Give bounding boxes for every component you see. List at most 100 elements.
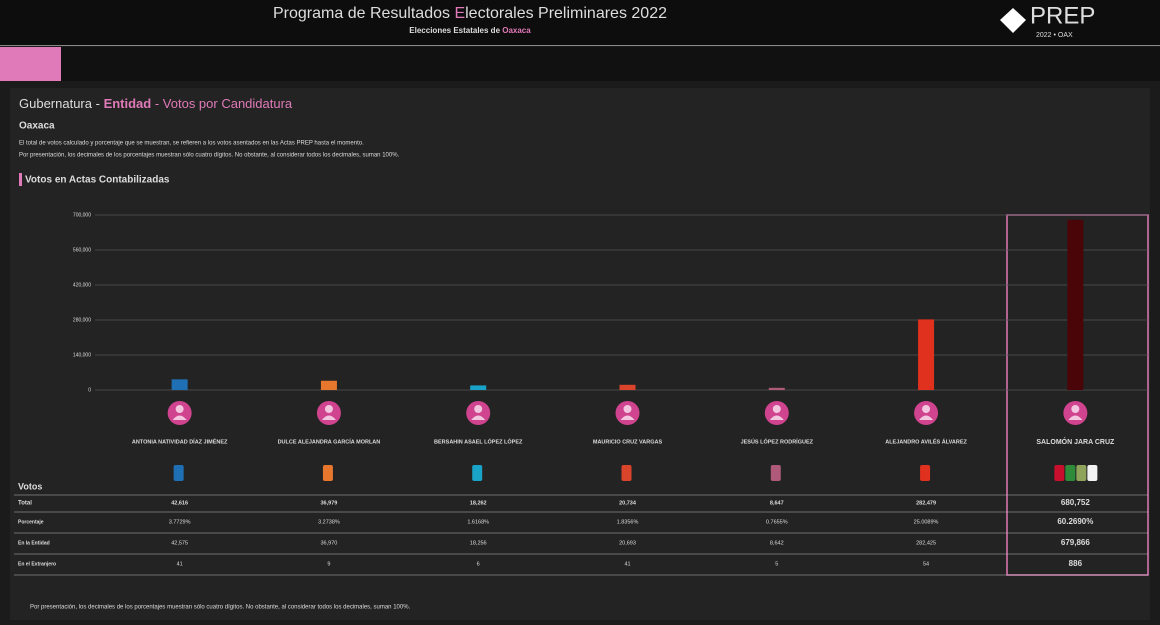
y-tick-label: 140,000 xyxy=(73,352,91,358)
logo-sub: 2022 • OAX xyxy=(1036,32,1073,39)
avatar-head xyxy=(324,405,333,413)
candidate-name: ALEJANDRO AVILÉS ÁLVAREZ xyxy=(885,437,967,445)
bar xyxy=(470,385,487,390)
header-title: Programa de Resultados Electorales Preli… xyxy=(273,5,667,22)
table-cell: 282,425 xyxy=(916,540,936,546)
avatar-head xyxy=(474,405,483,413)
table-cell: 60.2690% xyxy=(1057,517,1093,526)
crumb: Votos por Candidatura xyxy=(163,96,293,111)
row-label: En la Entidad xyxy=(18,540,50,546)
total-votes: 36,979 xyxy=(321,500,338,506)
candidate-name: JESÚS LÓPEZ RODRÍGUEZ xyxy=(741,437,814,445)
logo-icon xyxy=(1000,8,1026,33)
bar xyxy=(320,380,337,390)
note: El total de votos calculado y porcentaje… xyxy=(19,141,364,147)
table-cell: 679,866 xyxy=(1061,538,1090,547)
total-votes: 42,616 xyxy=(171,500,188,506)
title-part: E xyxy=(454,5,465,22)
avatar-head xyxy=(175,405,184,413)
crumb[interactable]: Gubernatura xyxy=(19,96,93,111)
breadcrumb: Gubernatura - Entidad - Votos por Candid… xyxy=(19,96,293,111)
avatar-body xyxy=(919,415,934,420)
candidate-name: MAURICIO CRUZ VARGAS xyxy=(593,439,663,445)
y-tick-label: 280,000 xyxy=(73,317,91,323)
avatar-body xyxy=(1068,415,1083,420)
total-votes: 8,647 xyxy=(770,500,784,506)
candidate-name: ANTONIA NATIVIDAD DÍAZ JIMÉNEZ xyxy=(132,437,228,445)
avatar-body xyxy=(172,415,187,420)
panel xyxy=(10,88,1150,620)
party-logo xyxy=(472,465,483,481)
party-logo xyxy=(322,465,333,481)
table-cell: 41 xyxy=(624,561,630,567)
logo-text: PREP xyxy=(1030,2,1095,29)
tab-bar xyxy=(0,47,1160,81)
total-votes: 20,734 xyxy=(619,500,637,506)
top-bar xyxy=(0,0,1160,45)
bar xyxy=(768,387,785,390)
table-cell: 18,256 xyxy=(470,540,487,546)
party-logo xyxy=(1076,465,1087,481)
table-cell: 3.7729% xyxy=(169,519,191,525)
avatar-body xyxy=(321,415,336,420)
table-cell: 36,970 xyxy=(321,540,338,546)
bar xyxy=(1067,219,1084,390)
avatar-body xyxy=(620,415,635,420)
title-part: lectorales Preliminares 2022 xyxy=(465,5,667,22)
y-tick-label: 420,000 xyxy=(73,282,91,288)
y-tick-label: 560,000 xyxy=(73,247,91,253)
table-cell: 1.8356% xyxy=(617,519,639,525)
table-cell: 20,693 xyxy=(619,540,636,546)
table-cell: 9 xyxy=(327,561,330,567)
entity: Oaxaca xyxy=(19,121,55,132)
avatar-body xyxy=(471,415,486,420)
table-cell: 886 xyxy=(1069,559,1083,568)
party-logo xyxy=(1054,465,1065,481)
party-logo xyxy=(770,465,781,481)
subtitle-part: Oaxaca xyxy=(502,26,531,35)
avatar-head xyxy=(1071,405,1080,413)
candidate-name: SALOMÓN JARA CRUZ xyxy=(1036,437,1115,446)
row-label: Porcentaje xyxy=(18,519,44,525)
party-logo xyxy=(621,465,632,481)
party-logo xyxy=(920,465,931,481)
table-cell: 0.7655% xyxy=(766,519,788,525)
bar xyxy=(171,379,188,390)
avatar-body xyxy=(769,415,784,420)
section-title: Votos en Actas Contabilizadas xyxy=(25,175,170,186)
party-logo xyxy=(173,465,184,481)
bar xyxy=(619,384,636,390)
table-cell: 25.0089% xyxy=(914,519,939,525)
crumb-sep: - xyxy=(151,96,163,111)
candidate-name: DULCE ALEJANDRA GARCÍA MORLAN xyxy=(278,437,381,445)
avatar-head xyxy=(922,405,931,413)
title-part: Programa de Resultados xyxy=(273,5,454,22)
table-cell: 3.2738% xyxy=(318,519,340,525)
note: Por presentación, los decimales de los p… xyxy=(19,153,400,159)
row-label: En el Extranjero xyxy=(18,561,56,567)
avatar-head xyxy=(772,405,781,413)
table-cell: 8,642 xyxy=(770,540,784,546)
avatar-head xyxy=(623,405,632,413)
table-cell: 1.6168% xyxy=(467,519,489,525)
bar xyxy=(918,319,935,390)
table-cell: 54 xyxy=(923,561,929,567)
header-subtitle: Elecciones Estatales de Oaxaca xyxy=(409,26,531,35)
table-cell: 41 xyxy=(177,561,183,567)
crumb[interactable]: Entidad xyxy=(104,96,152,111)
logo: PREP 2022 • OAX xyxy=(1000,2,1095,39)
menu-tab[interactable] xyxy=(0,47,61,81)
y-tick-label: 0 xyxy=(88,387,91,393)
footer-note: Por presentación, los decimales de los p… xyxy=(30,605,411,611)
table-title: Votos xyxy=(18,481,42,491)
crumb-sep: - xyxy=(92,96,104,111)
table-cell: 5 xyxy=(775,561,778,567)
y-tick-label: 700,000 xyxy=(73,212,91,218)
total-votes: 680,752 xyxy=(1061,498,1090,507)
total-votes: 282,479 xyxy=(916,500,936,506)
total-votes: 18,262 xyxy=(470,500,487,506)
table-cell: 6 xyxy=(477,561,480,567)
row-label: Total xyxy=(18,501,32,507)
party-logo xyxy=(1065,465,1076,481)
